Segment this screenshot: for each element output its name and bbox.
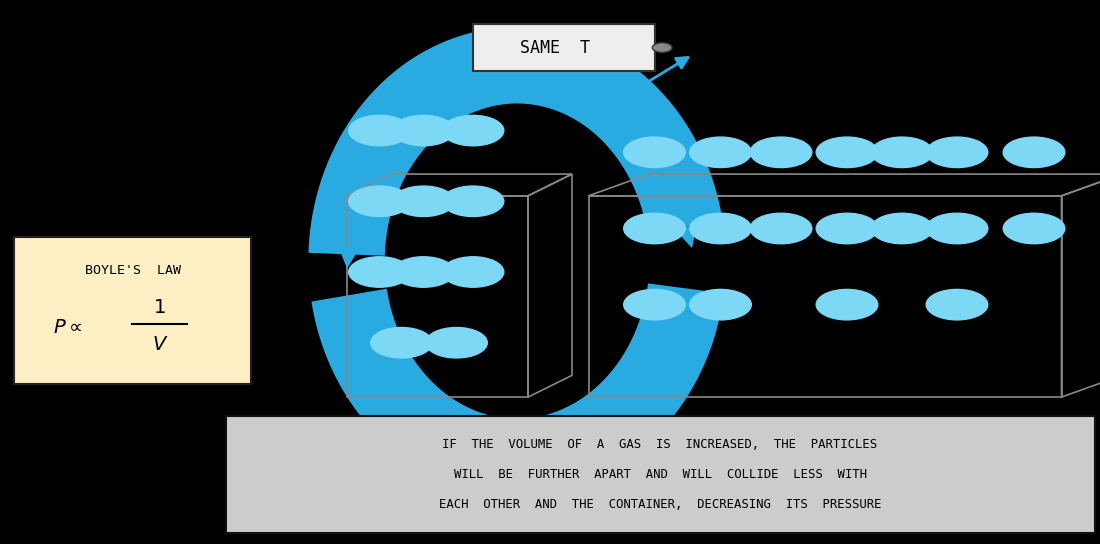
FancyBboxPatch shape — [14, 237, 251, 384]
Text: V: V — [153, 335, 166, 354]
Circle shape — [652, 42, 672, 53]
Circle shape — [624, 289, 685, 320]
Circle shape — [442, 115, 504, 146]
FancyBboxPatch shape — [473, 24, 654, 71]
Circle shape — [690, 213, 751, 244]
Circle shape — [816, 137, 878, 168]
Circle shape — [1003, 213, 1065, 244]
Circle shape — [442, 186, 504, 217]
Text: WILL  BE  FURTHER  APART  AND  WILL  COLLIDE  LESS  WITH: WILL BE FURTHER APART AND WILL COLLIDE L… — [453, 468, 867, 481]
Circle shape — [926, 213, 988, 244]
Circle shape — [871, 137, 933, 168]
Text: 1: 1 — [153, 298, 166, 317]
Circle shape — [426, 327, 487, 358]
Circle shape — [624, 137, 685, 168]
Circle shape — [871, 213, 933, 244]
Circle shape — [349, 115, 410, 146]
Circle shape — [349, 257, 410, 287]
Circle shape — [926, 289, 988, 320]
FancyBboxPatch shape — [226, 416, 1094, 533]
Circle shape — [750, 213, 812, 244]
Circle shape — [393, 257, 454, 287]
Circle shape — [442, 257, 504, 287]
Circle shape — [349, 186, 410, 217]
Text: BOYLE'S  LAW: BOYLE'S LAW — [85, 264, 180, 277]
Circle shape — [1003, 137, 1065, 168]
Text: IF  THE  VOLUME  OF  A  GAS  IS  INCREASED,  THE  PARTICLES: IF THE VOLUME OF A GAS IS INCREASED, THE… — [442, 438, 878, 451]
Circle shape — [371, 327, 432, 358]
Circle shape — [750, 137, 812, 168]
Circle shape — [926, 137, 988, 168]
Text: EACH  OTHER  AND  THE  CONTAINER,  DECREASING  ITS  PRESSURE: EACH OTHER AND THE CONTAINER, DECREASING… — [439, 498, 881, 511]
Circle shape — [690, 137, 751, 168]
Circle shape — [816, 213, 878, 244]
Text: SAME  T: SAME T — [520, 39, 591, 57]
Text: P$\propto$: P$\propto$ — [53, 318, 82, 337]
Circle shape — [393, 115, 454, 146]
Circle shape — [816, 289, 878, 320]
Circle shape — [393, 186, 454, 217]
Circle shape — [690, 289, 751, 320]
Circle shape — [624, 213, 685, 244]
